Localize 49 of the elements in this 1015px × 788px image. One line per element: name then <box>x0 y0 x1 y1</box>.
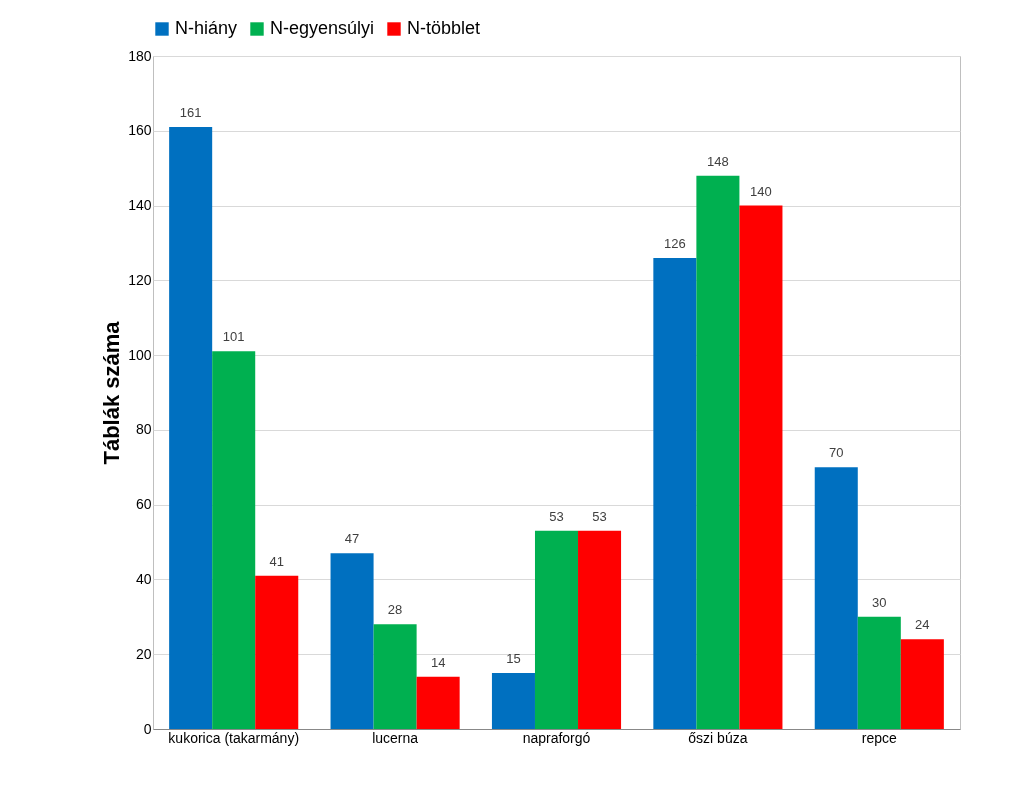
data-label: 53 <box>592 508 607 524</box>
data-label: 24 <box>915 617 930 633</box>
x-tick-label: őszi búza <box>688 729 748 746</box>
bar <box>373 624 417 729</box>
y-tick-label: 20 <box>135 645 152 662</box>
bar <box>814 467 858 729</box>
data-label: 148 <box>707 153 729 169</box>
bar <box>212 351 256 729</box>
bar <box>169 127 213 729</box>
data-label: 101 <box>222 329 245 345</box>
legend-label: N-hiány <box>175 18 238 38</box>
x-tick-label: napraforgó <box>522 729 591 746</box>
bar <box>900 639 944 729</box>
x-tick-label: kukorica (takarmány) <box>168 729 300 746</box>
bar <box>696 175 740 729</box>
y-tick-label: 180 <box>128 47 152 64</box>
bar <box>578 530 622 729</box>
y-tick-label: 100 <box>128 346 152 363</box>
y-tick-label: 40 <box>135 570 152 587</box>
y-tick-label: 160 <box>128 122 152 139</box>
y-tick-label: 0 <box>143 720 152 737</box>
bar <box>491 672 535 729</box>
y-tick-label: 140 <box>128 197 152 214</box>
data-label: 140 <box>750 183 772 199</box>
data-label: 41 <box>269 553 284 569</box>
bar <box>534 530 579 729</box>
data-label: 53 <box>549 508 564 524</box>
data-label: 126 <box>664 235 686 251</box>
bar <box>857 616 901 729</box>
data-label: 15 <box>506 650 521 666</box>
x-tick-label: lucerna <box>372 729 419 746</box>
bar <box>739 205 783 729</box>
y-axis-title: Táblák száma <box>99 320 125 465</box>
y-tick-label: 120 <box>128 271 152 288</box>
data-label: 161 <box>179 105 202 121</box>
data-label: 30 <box>872 594 887 610</box>
data-label: 70 <box>829 445 844 461</box>
data-label: 14 <box>430 654 446 670</box>
y-tick-label: 80 <box>135 421 152 438</box>
bar <box>330 553 374 729</box>
bar <box>416 676 460 729</box>
data-label: 28 <box>387 602 403 618</box>
x-tick-label: repce <box>861 729 898 746</box>
y-tick-label: 60 <box>135 496 152 513</box>
legend-label: N-egyensúlyi <box>270 18 375 38</box>
bar <box>255 575 299 729</box>
bar <box>653 257 697 729</box>
legend-label: N-többlet <box>407 18 481 38</box>
data-label: 47 <box>344 531 360 547</box>
